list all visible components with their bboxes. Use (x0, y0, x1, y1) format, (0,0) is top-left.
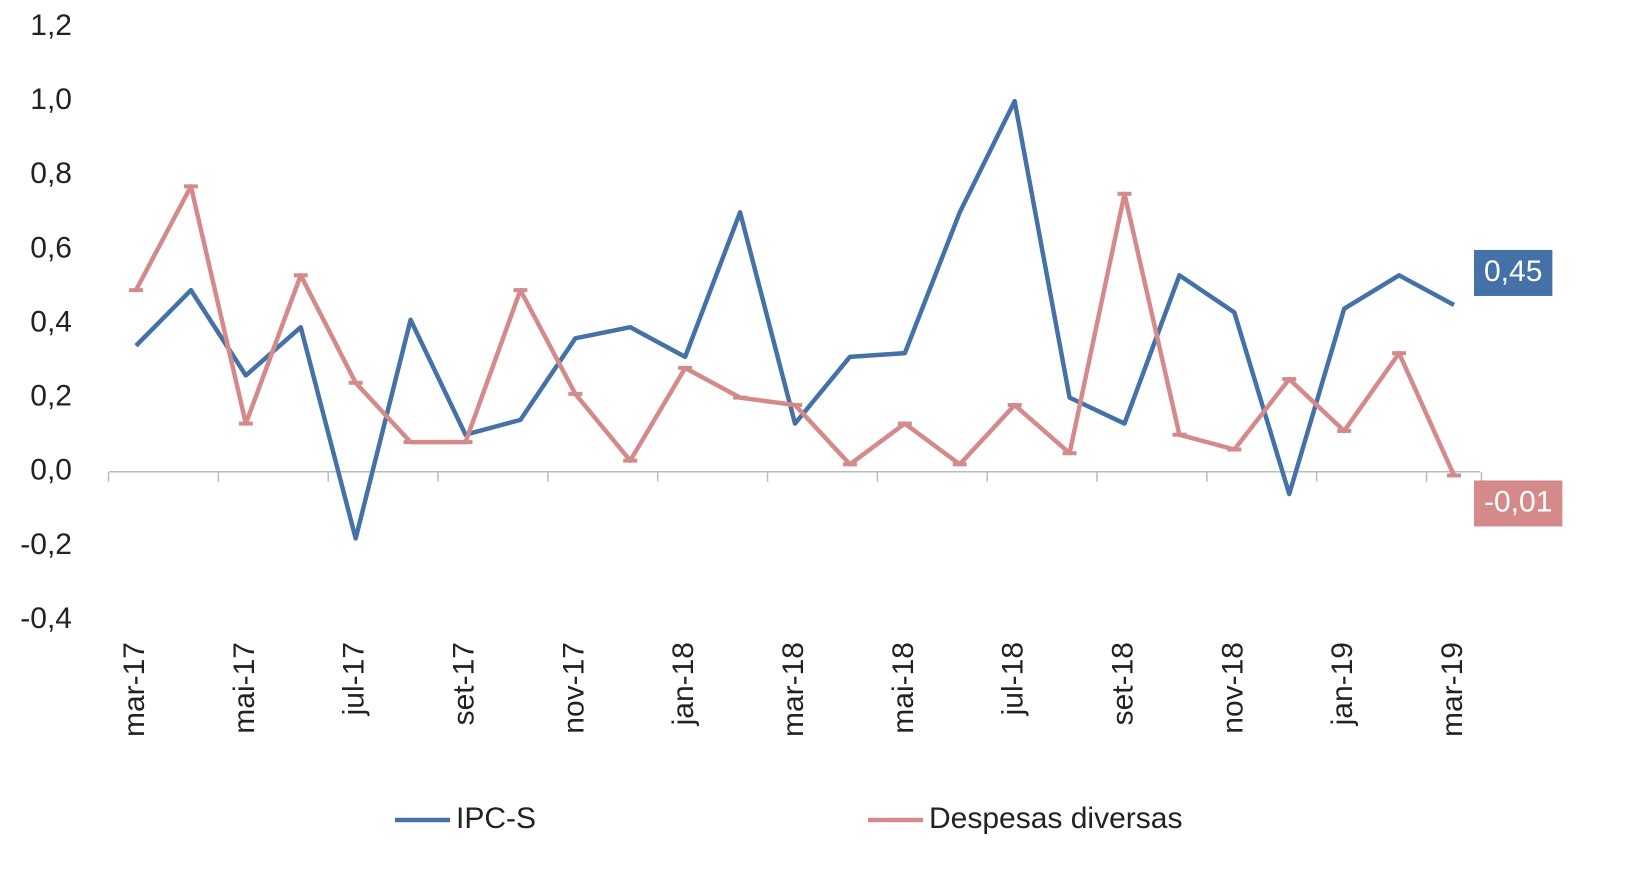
x-tick-label: mar-18 (777, 642, 810, 737)
legend-label: Despesas diversas (929, 802, 1182, 835)
y-tick-label: 0,4 (30, 305, 72, 338)
x-tick-label: mai-17 (228, 642, 261, 734)
x-tick-label: mar-19 (1436, 642, 1469, 737)
x-tick-label: jan-19 (1326, 642, 1359, 726)
y-tick-label: 0,8 (30, 157, 72, 190)
y-tick-label: 0,0 (30, 454, 72, 487)
x-tick-label: set-18 (1106, 642, 1139, 725)
end-label-text: 0,45 (1484, 255, 1542, 288)
x-tick-label: nov-17 (557, 642, 590, 734)
x-tick-label: mar-17 (118, 642, 151, 737)
end-label-text: -0,01 (1484, 485, 1552, 518)
x-tick-label: set-17 (447, 642, 480, 725)
x-tick-label: jul-17 (338, 642, 371, 716)
x-tick-label: mai-18 (887, 642, 920, 734)
legend-label: IPC-S (456, 802, 536, 835)
end-label: -0,01 (1474, 480, 1563, 527)
x-tick-label: jan-18 (667, 642, 700, 726)
y-tick-label: 0,2 (30, 380, 72, 413)
x-tick-label: jul-18 (997, 642, 1030, 716)
series-line (134, 98, 1456, 541)
x-tick-label: nov-18 (1216, 642, 1249, 734)
y-tick-label: -0,2 (20, 528, 72, 561)
series-line (134, 184, 1457, 477)
y-tick-label: 0,6 (30, 231, 72, 264)
end-label-box (1474, 249, 1553, 296)
y-tick-label: 1,0 (30, 83, 72, 116)
y-tick-label: 1,2 (30, 9, 72, 42)
y-tick-label: -0,4 (20, 602, 72, 635)
end-label: 0,45 (1474, 249, 1553, 296)
end-label-box (1474, 480, 1563, 527)
